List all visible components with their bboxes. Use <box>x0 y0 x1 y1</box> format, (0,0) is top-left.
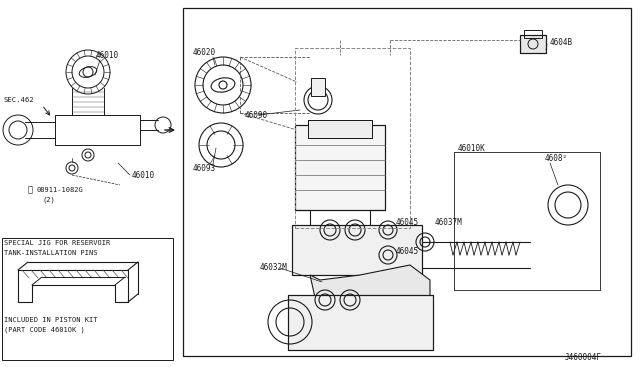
Text: 08911-1082G: 08911-1082G <box>36 187 83 193</box>
Bar <box>295 125 385 210</box>
Text: 46010K: 46010K <box>458 144 486 153</box>
Text: 4604B: 4604B <box>550 38 573 46</box>
Bar <box>183 8 631 356</box>
Text: TANK-INSTALLATION PINS: TANK-INSTALLATION PINS <box>4 250 97 256</box>
Text: (2): (2) <box>42 197 55 203</box>
Text: 4608²: 4608² <box>545 154 568 163</box>
Text: INCLUDED IN PISTON KIT: INCLUDED IN PISTON KIT <box>4 317 97 323</box>
Bar <box>295 48 410 228</box>
Bar <box>295 125 385 210</box>
Text: 46032M: 46032M <box>260 263 288 273</box>
Bar <box>288 295 433 350</box>
Bar <box>520 35 546 53</box>
Text: 46045: 46045 <box>396 247 419 257</box>
Bar <box>520 35 546 53</box>
Text: 46037M: 46037M <box>435 218 463 227</box>
Text: J460004F: J460004F <box>565 353 602 362</box>
Bar <box>524 30 542 38</box>
Polygon shape <box>310 265 430 335</box>
Bar <box>288 295 433 350</box>
Bar <box>308 120 372 138</box>
Text: 46010: 46010 <box>132 170 155 180</box>
Bar <box>311 78 325 96</box>
Bar <box>292 225 422 275</box>
Text: SEC.462: SEC.462 <box>3 97 34 103</box>
Text: Ⓝ: Ⓝ <box>28 186 33 195</box>
Bar <box>308 120 372 138</box>
Bar <box>292 225 422 275</box>
Text: 46010: 46010 <box>96 51 119 60</box>
Text: 46020: 46020 <box>193 48 216 57</box>
Text: 46093: 46093 <box>193 164 216 173</box>
Text: 46045: 46045 <box>396 218 419 227</box>
Bar <box>2 238 173 360</box>
Text: (PART CODE 4601OK ): (PART CODE 4601OK ) <box>4 327 84 333</box>
Text: 46090: 46090 <box>245 110 268 119</box>
Text: SPECIAL JIG FOR RESERVOIR: SPECIAL JIG FOR RESERVOIR <box>4 240 110 246</box>
